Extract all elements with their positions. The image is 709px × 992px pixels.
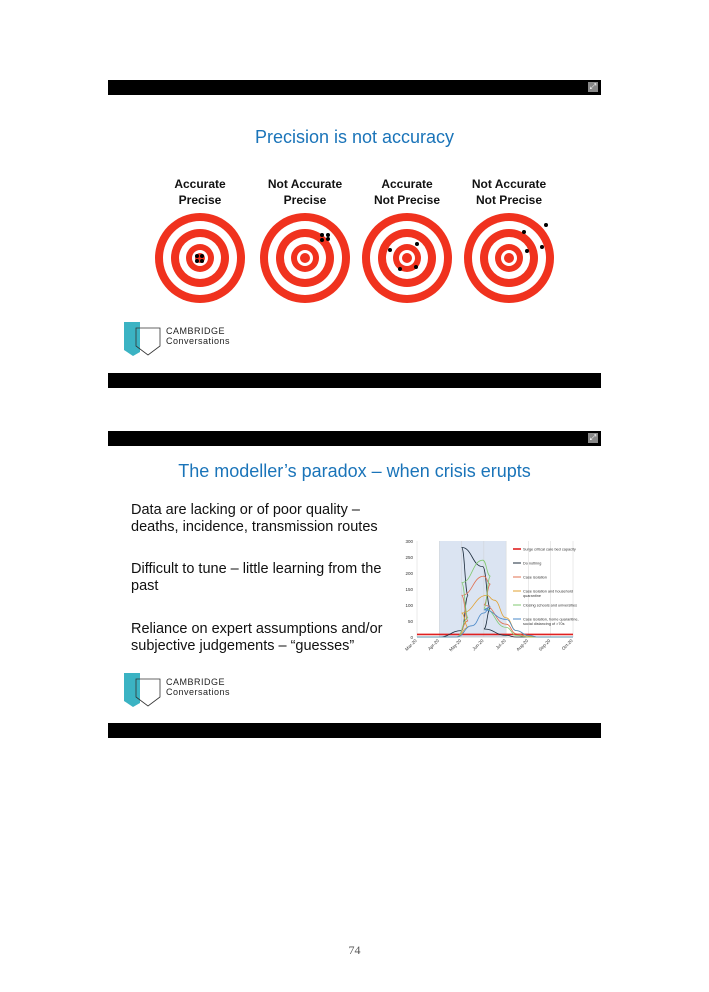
- slide1-title: Precision is not accuracy: [254, 127, 455, 147]
- target-hit: [200, 254, 204, 258]
- y-tick-label: 300: [405, 539, 413, 544]
- target-hit: [398, 267, 402, 271]
- series-line: [417, 547, 573, 638]
- series-line: [417, 594, 573, 638]
- target-label: Not Accurate Not Precise: [471, 177, 547, 207]
- x-tick-label: Sep-20: [538, 638, 552, 652]
- x-tick-label: Mar-20: [404, 638, 418, 652]
- legend-label-line: Case isolation and household: [523, 590, 573, 594]
- shield-logo-icon: [124, 673, 161, 707]
- epidemic-chart: 0 50 100 150 200 250 300 Mar-20 Apr-20 May-20 Jun-…: [404, 539, 579, 652]
- shield-logo-icon: [124, 322, 161, 356]
- x-tick-label: Jun-20: [471, 638, 485, 652]
- bullet-point: Difficult to tune – little learning from…: [131, 561, 382, 594]
- target-hit: [200, 259, 204, 263]
- target-hit: [540, 245, 544, 249]
- targets-figure: [155, 213, 554, 303]
- target: [464, 213, 554, 303]
- y-tick-label: 50: [408, 619, 414, 624]
- y-tick-label: 100: [405, 603, 413, 608]
- target: [362, 213, 452, 303]
- target-hit: [415, 242, 419, 246]
- slide2-title: The modeller’s paradox – when crisis eru…: [178, 461, 531, 481]
- target-ring: [402, 253, 412, 263]
- legend-label: Do nothing: [523, 562, 541, 566]
- target-hit: [195, 259, 199, 263]
- slide2-top-bar: ⤢: [108, 431, 601, 446]
- legend-label-line: Case isolation, home quarantine,: [523, 618, 579, 622]
- target-ring: [504, 253, 514, 263]
- target-hit: [326, 237, 330, 241]
- slide1-bottom-bar: [108, 373, 601, 388]
- bullet-point: Data are lacking or of poor quality – dea…: [131, 502, 378, 535]
- legend-label: Case isolation: [523, 576, 547, 580]
- target-hit: [195, 254, 199, 258]
- x-tick-label: Oct-20: [561, 638, 574, 651]
- target-hit: [525, 249, 529, 253]
- x-tick-label: Apr-20: [427, 638, 440, 651]
- legend-label-line: quarantine: [523, 594, 541, 598]
- slide1-top-bar: ⤢: [108, 80, 601, 95]
- target-label: Accurate Not Precise: [373, 177, 441, 207]
- bullet-point: Reliance on expert assumptions and/or sub…: [131, 621, 383, 654]
- y-tick-label: 250: [405, 555, 413, 560]
- legend-label-line: social distancing of >70s: [523, 622, 565, 626]
- target-label: Not Accurate Precise: [267, 177, 343, 207]
- target-hit: [320, 233, 324, 237]
- shaded-region: [439, 541, 507, 637]
- target: [155, 213, 245, 303]
- y-tick-label: 150: [405, 587, 413, 592]
- target-hit: [326, 233, 330, 237]
- x-tick-label: Aug-20: [515, 638, 529, 652]
- page-number: 74: [348, 943, 361, 957]
- y-tick-label: 200: [405, 571, 413, 576]
- slide2-bottom-bar: [108, 723, 601, 738]
- y-tick-label: 0: [410, 635, 413, 640]
- target-hit: [388, 248, 392, 252]
- expand-icon: ⤢: [588, 82, 598, 92]
- target-hit: [414, 265, 418, 269]
- target-hit: [544, 223, 548, 227]
- x-tick-label: Jul-20: [495, 638, 508, 651]
- target-ring: [300, 253, 310, 263]
- target-label: Accurate Precise: [174, 177, 226, 207]
- target-hit: [522, 230, 526, 234]
- cambridge-logo: CAMBRIDGE Conversations: [124, 673, 230, 714]
- cambridge-logo: CAMBRIDGE Conversations: [124, 322, 230, 363]
- legend-label: Case isolation, home quarantine, social d…: [523, 618, 579, 627]
- legend-label: Case isolation and household quarantine: [523, 590, 573, 599]
- target-hit: [320, 238, 324, 242]
- legend-label: Surge critical care bed capacity: [523, 548, 576, 552]
- expand-icon: ⤢: [588, 433, 598, 443]
- x-tick-label: May-20: [448, 638, 462, 652]
- target: [260, 213, 350, 303]
- legend-label: Closing schools and universities: [523, 604, 577, 608]
